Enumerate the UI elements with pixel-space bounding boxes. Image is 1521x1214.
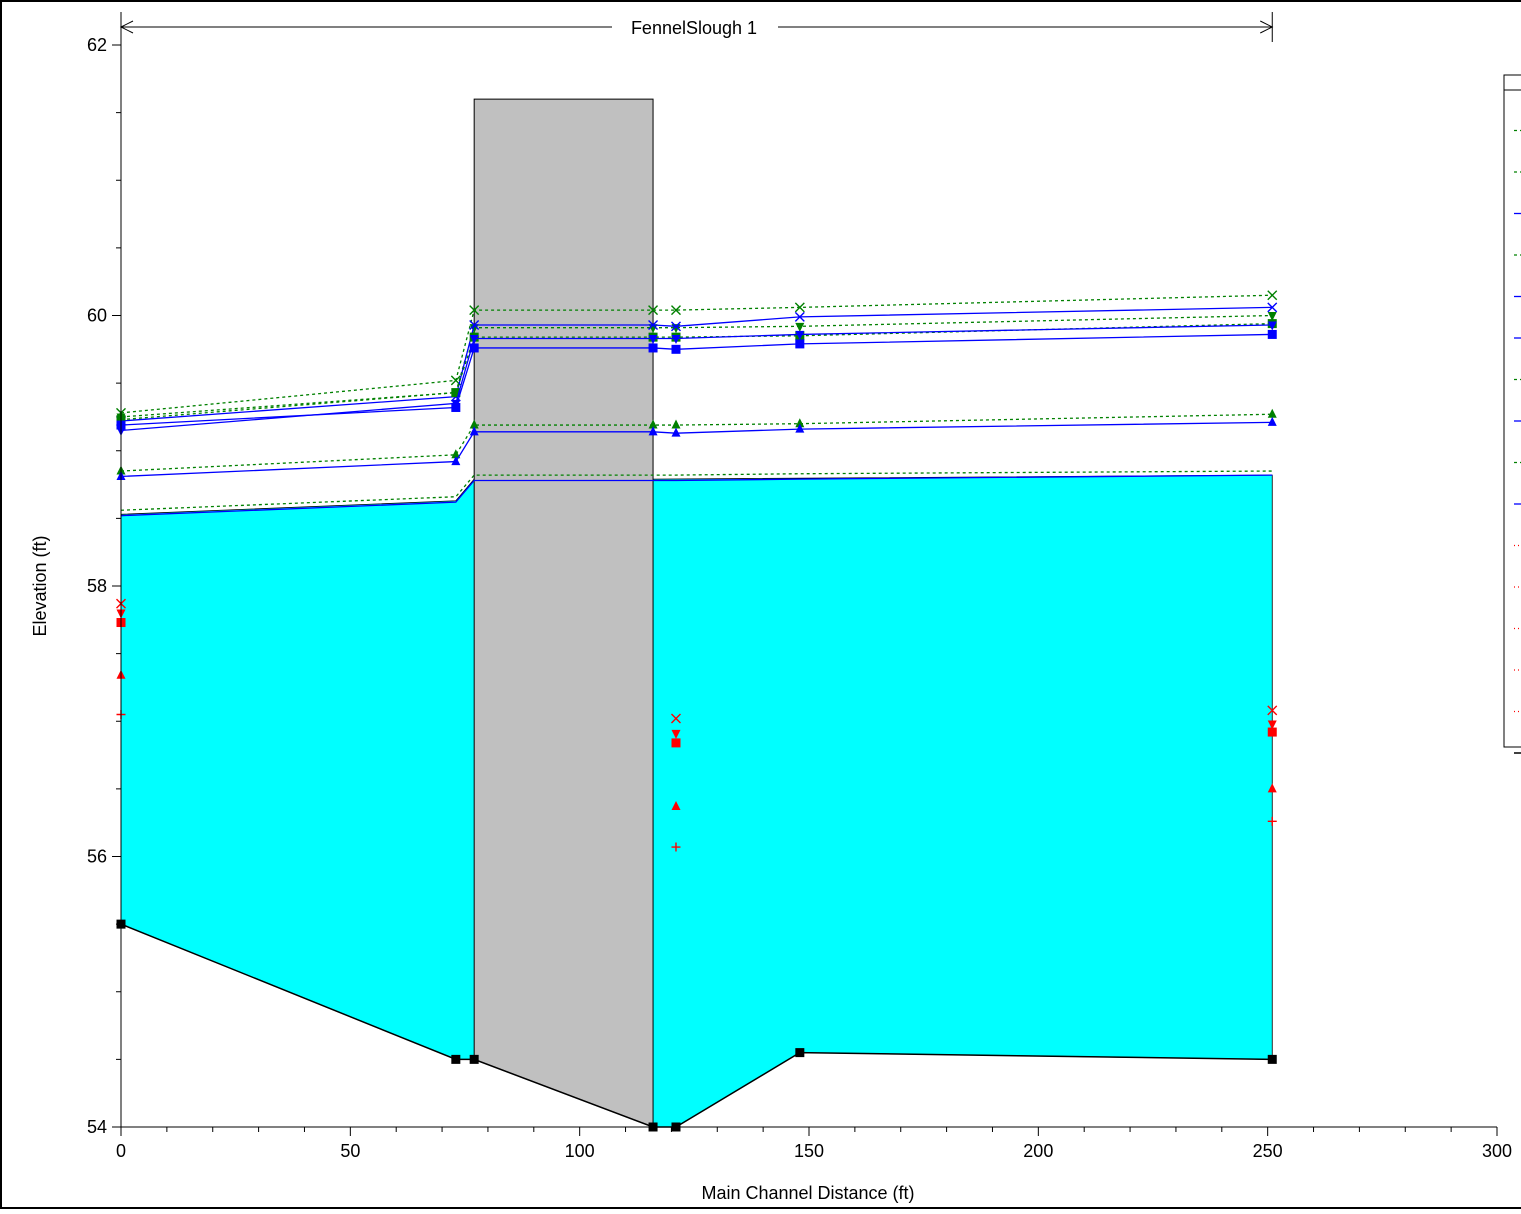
series-14-point-1 <box>671 842 681 852</box>
series-12-point-1 <box>671 738 681 748</box>
y-tick-label-3: 60 <box>87 306 107 326</box>
series-6-point-6 <box>1267 408 1277 418</box>
structure-block <box>473 98 654 1128</box>
series-6-point-3 <box>648 419 658 429</box>
series-0-point-2 <box>469 305 480 316</box>
y-axis-label: Elevation (ft) <box>30 535 50 636</box>
y-tick-label-1: 56 <box>87 847 107 867</box>
series-14-point-2 <box>1267 816 1277 826</box>
series-5-point-5 <box>795 339 805 349</box>
series-4-point-4 <box>671 334 681 344</box>
series-4-point-2 <box>469 334 479 344</box>
series-6-point-2 <box>469 419 479 429</box>
ground-point-6 <box>1267 1054 1277 1064</box>
x-tick-label-4: 200 <box>1023 1141 1053 1161</box>
series-2-point-5 <box>794 311 805 322</box>
series-5-point-4 <box>671 344 681 354</box>
series-0-point-4 <box>670 305 681 316</box>
y-tick-label-2: 58 <box>87 576 107 596</box>
series-7-point-1 <box>451 456 461 466</box>
legend-box <box>1503 74 1521 748</box>
series-11-point-2 <box>1267 720 1277 730</box>
series-13-point-1 <box>671 800 681 810</box>
y-tick-label-4: 62 <box>87 35 107 55</box>
series-1-point-6 <box>1267 312 1277 321</box>
series-line-9 <box>120 474 1273 517</box>
series-7-point-4 <box>671 427 681 437</box>
ground-point-2 <box>469 1054 479 1064</box>
x-axis-label: Main Channel Distance (ft) <box>701 1183 914 1203</box>
series-2-point-3 <box>648 319 659 330</box>
series-7-point-5 <box>795 423 805 433</box>
x-tick-label-0: 0 <box>116 1141 126 1161</box>
series-2-point-6 <box>1267 302 1278 313</box>
series-10-point-1 <box>670 713 681 724</box>
x-tick-label-2: 100 <box>565 1141 595 1161</box>
x-tick-label-3: 150 <box>794 1141 824 1161</box>
reach-label: FennelSlough 1 <box>631 18 757 38</box>
series-10-point-2 <box>1267 705 1278 716</box>
series-0-point-5 <box>794 302 805 313</box>
x-tick-label-5: 250 <box>1253 1141 1283 1161</box>
series-7-point-3 <box>648 426 658 436</box>
ground-point-5 <box>795 1048 805 1058</box>
x-tick-label-1: 50 <box>340 1141 360 1161</box>
series-2-point-2 <box>469 319 480 330</box>
y-tick-label-0: 54 <box>87 1117 107 1137</box>
series-4-point-5 <box>795 330 805 340</box>
series-line-8 <box>120 470 1273 511</box>
x-tick-label-6: 300 <box>1482 1141 1512 1161</box>
series-2-point-4 <box>670 321 681 332</box>
series-1-point-5 <box>795 322 805 332</box>
series-6-point-1 <box>451 449 461 459</box>
series-0-point-3 <box>648 305 659 316</box>
series-13-point-2 <box>1267 783 1277 793</box>
series-7-point-2 <box>469 426 479 436</box>
series-5-point-2 <box>469 343 479 353</box>
series-4-point-3 <box>648 334 658 344</box>
series-5-point-3 <box>648 343 658 353</box>
series-4-point-6 <box>1267 321 1277 331</box>
series-5-point-6 <box>1267 329 1277 339</box>
series-6-point-5 <box>795 418 805 428</box>
ground-point-1 <box>451 1054 461 1064</box>
series-6-point-4 <box>671 419 681 429</box>
series-3-point-1 <box>451 388 461 398</box>
series-11-point-1 <box>671 729 681 739</box>
series-5-point-1 <box>451 402 461 412</box>
series-7-point-6 <box>1267 416 1277 426</box>
series-0-point-6 <box>1267 290 1278 301</box>
series-12-point-2 <box>1267 727 1277 737</box>
